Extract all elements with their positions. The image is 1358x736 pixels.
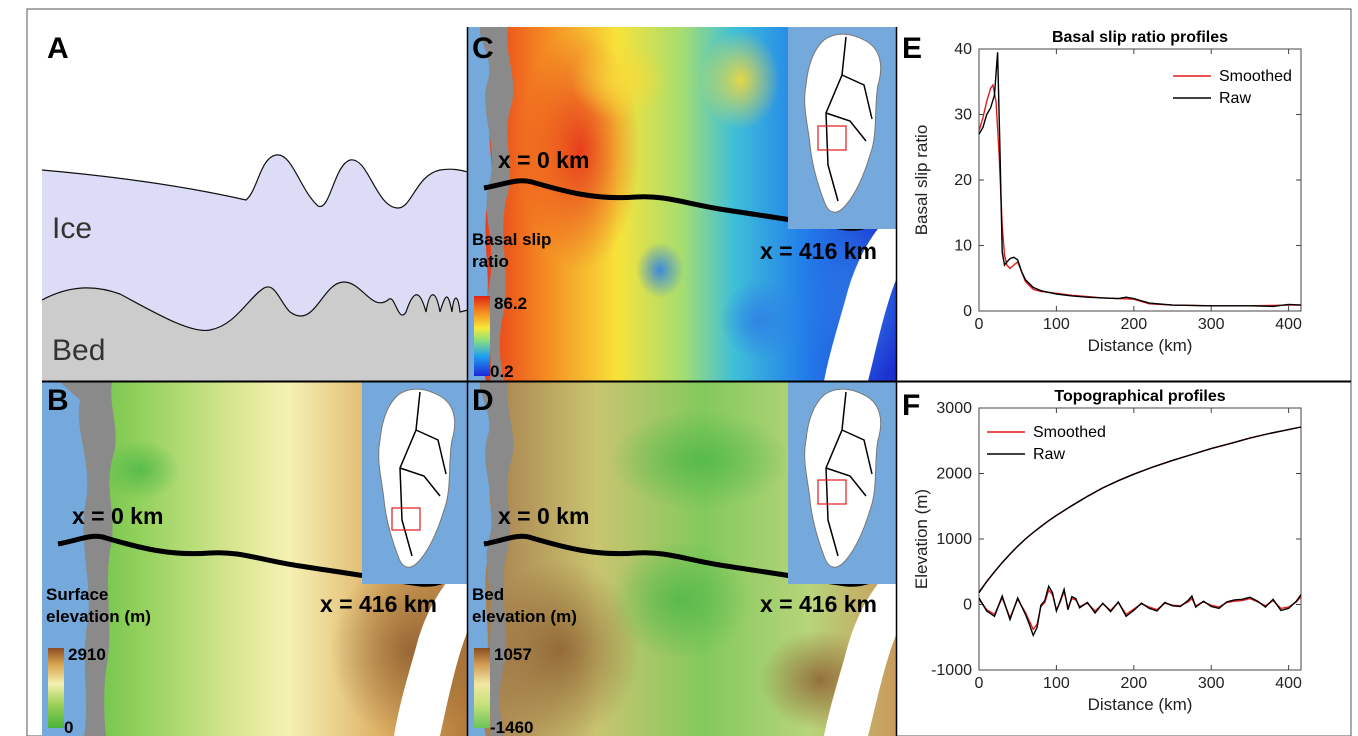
chart-e-ytick-label: 40	[954, 41, 972, 58]
chart-e-xtick-label: 400	[1275, 316, 1302, 333]
chart-e-ylabel: Basal slip ratio	[912, 125, 931, 236]
panel-c-start-label: x = 0 km	[498, 147, 589, 173]
chart-f-legend-label-raw: Raw	[1033, 446, 1065, 463]
panel-d-overlay: x = 0 km x = 416 km Bed elevation (m) 10…	[472, 382, 896, 736]
chart-f-xtick-label: 0	[975, 675, 984, 692]
chart-f-ytick-label: 3000	[936, 400, 972, 417]
chart-f-ytick-label: 1000	[936, 531, 972, 548]
panel-d-letter: D	[472, 384, 494, 417]
panel-b-colorbar-title-1: Surface	[46, 585, 108, 604]
bed-line	[41, 281, 469, 332]
panel-c-end-label: x = 416 km	[760, 238, 877, 264]
chart-e-xtick-label: 200	[1120, 316, 1147, 333]
panel-b-transect-line	[57, 533, 462, 587]
panel-f-letter: F	[902, 389, 920, 422]
panel-c-inset-map	[788, 27, 896, 229]
panel-c-colorbar-title-1: Basal slip	[472, 230, 551, 249]
panel-d-end-label: x = 416 km	[760, 591, 877, 617]
figure-border	[26, 8, 1352, 736]
panel-b-overlay: x = 0 km x = 416 km Surface elevation (m…	[46, 382, 468, 736]
panel-a-letter: A	[47, 32, 69, 65]
chart-e-axes-box	[978, 48, 1302, 312]
panel-b-start-label: x = 0 km	[72, 503, 163, 529]
chart-f-series-raw-line	[978, 426, 1302, 594]
chart-e-xlabel: Distance (km)	[1088, 336, 1193, 355]
panel-c-colorbar-min: 0.2	[490, 362, 514, 381]
chart-f-axes-box	[978, 407, 1302, 671]
panel-b-inset-map	[362, 382, 468, 584]
panel-b-colorbar	[48, 648, 64, 728]
chart-e-ytick-label: 30	[954, 107, 972, 124]
chart-f-ylabel: Elevation (m)	[912, 489, 931, 589]
panel-b-colorbar-max: 2910	[68, 645, 106, 664]
bed-label: Bed	[52, 334, 105, 367]
chart-e-xtick-label: 0	[975, 316, 984, 333]
chart-f-ytick-label: 0	[963, 597, 972, 614]
panel-d-colorbar-title-2: elevation (m)	[472, 607, 577, 626]
ice-label: Ice	[52, 212, 92, 245]
panel-e-letter: E	[902, 32, 922, 65]
panel-b-colorbar-title-2: elevation (m)	[46, 607, 151, 626]
panel-d-start-label: x = 0 km	[498, 503, 589, 529]
panel-e-chart: 0 100 200 300 400 0 10 20 30 40 Basal slip ratio p…	[912, 29, 1302, 355]
ice-surface-line	[41, 154, 469, 209]
chart-e-ytick-label: 20	[954, 172, 972, 189]
chart-e-xtick-label: 100	[1043, 316, 1070, 333]
ice-layer	[42, 154, 468, 331]
panel-d-colorbar-min: -1460	[490, 718, 533, 736]
chart-f-xtick-label: 200	[1120, 675, 1147, 692]
panel-f-chart: 0 100 200 300 400-10000100020003000Topograph…	[912, 388, 1302, 714]
panel-b-letter: B	[47, 384, 69, 417]
panel-d-inset-map	[788, 382, 896, 584]
chart-e-ytick-label: 0	[963, 303, 972, 320]
chart-f-title: Topographical profiles	[1054, 388, 1225, 405]
chart-f-ytick-label: 2000	[936, 466, 972, 483]
panel-c-colorbar	[474, 296, 490, 376]
panel-d-colorbar-max: 1057	[494, 645, 532, 664]
panel-c-colorbar-title-2: ratio	[472, 252, 509, 271]
chart-f-ytick-label: -1000	[931, 662, 972, 679]
panel-c-colorbar-max: 86.2	[494, 294, 527, 313]
chart-f-xlabel: Distance (km)	[1088, 695, 1193, 714]
panel-d-transect-line	[483, 533, 888, 587]
panel-d-colorbar-title-1: Bed	[472, 585, 504, 604]
chart-e-xtick-label: 300	[1198, 316, 1225, 333]
chart-f-series-raw-line-2	[978, 584, 1302, 638]
chart-e-legend-label-smoothed: Smoothed	[1219, 68, 1292, 85]
panel-c-letter: C	[472, 32, 494, 65]
panel-d-colorbar	[474, 648, 490, 728]
chart-f-xtick-label: 400	[1275, 675, 1302, 692]
panel-b-end-label: x = 416 km	[320, 591, 437, 617]
chart-e-ytick-label: 10	[954, 238, 972, 255]
panel-a: Ice Bed A	[41, 27, 469, 381]
chart-e-legend-label-raw: Raw	[1219, 90, 1251, 107]
chart-f-xtick-label: 300	[1198, 675, 1225, 692]
chart-f-legend-label-smoothed: Smoothed	[1033, 424, 1106, 441]
bed-layer	[42, 282, 468, 381]
panel-b-colorbar-min: 0	[64, 718, 73, 736]
chart-e-title: Basal slip ratio profiles	[1052, 29, 1228, 46]
chart-e-series-raw-line	[978, 52, 1302, 308]
chart-f-xtick-label: 100	[1043, 675, 1070, 692]
panel-c-overlay: x = 0 km x = 416 km Basal slip ratio 86.…	[472, 27, 896, 381]
